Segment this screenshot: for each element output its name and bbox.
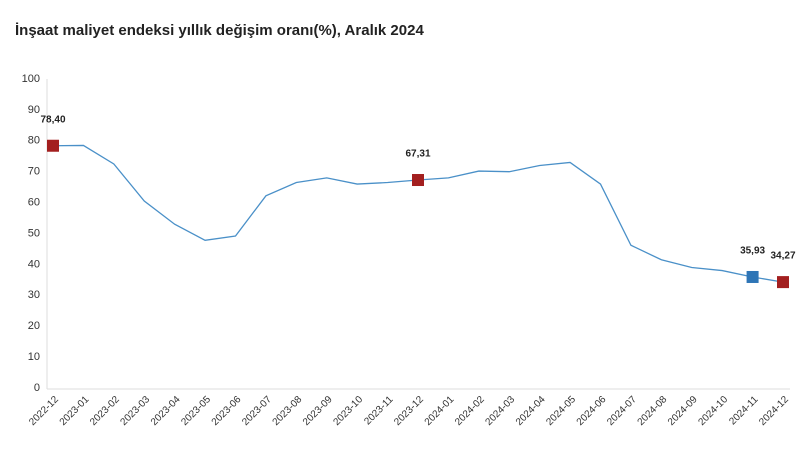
y-tick-label: 50 — [28, 227, 40, 239]
y-tick-label: 70 — [28, 166, 40, 178]
value-label: 78,40 — [40, 114, 65, 125]
x-tick-label: 2023-09 — [301, 394, 335, 428]
y-tick-label: 90 — [28, 104, 40, 116]
y-tick-label: 40 — [28, 258, 40, 270]
x-tick-label: 2024-10 — [696, 394, 730, 428]
y-tick-label: 60 — [28, 197, 40, 209]
x-tick-label: 2024-04 — [514, 394, 548, 428]
x-tick-label: 2024-12 — [757, 394, 791, 428]
marker — [746, 270, 759, 283]
x-tick-label: 2024-02 — [453, 394, 487, 428]
x-tick-label: 2023-12 — [392, 394, 426, 428]
x-tick-label: 2024-06 — [575, 394, 609, 428]
x-tick-label: 2024-03 — [484, 394, 518, 428]
x-tick-label: 2023-08 — [271, 394, 305, 428]
y-tick-label: 10 — [28, 351, 40, 363]
y-tick-label: 20 — [28, 320, 40, 332]
value-label: 67,31 — [405, 149, 430, 160]
x-tick-label: 2023-04 — [149, 394, 183, 428]
chart-title: İnşaat maliyet endeksi yıllık değişim or… — [15, 22, 424, 39]
x-tick-label: 2023-11 — [362, 394, 396, 428]
x-tick-label: 2023-02 — [88, 394, 122, 428]
marker — [412, 174, 424, 187]
x-tick-label: 2024-08 — [636, 394, 670, 428]
value-label: 35,93 — [740, 246, 765, 257]
x-tick-label: 2023-06 — [210, 394, 244, 428]
x-tick-label: 2024-09 — [666, 394, 700, 428]
x-tick-label: 2023-03 — [119, 394, 153, 428]
x-tick-label: 2024-05 — [544, 394, 578, 428]
value-label: 34,27 — [770, 251, 795, 262]
x-tick-label: 2024-07 — [605, 394, 639, 428]
x-tick-label: 2024-01 — [423, 394, 457, 428]
x-tick-label: 2023-10 — [331, 394, 365, 428]
marker — [47, 139, 59, 152]
marker — [777, 276, 789, 289]
x-tick-label: 2023-05 — [179, 394, 213, 428]
y-tick-label: 100 — [22, 73, 40, 85]
x-tick-label: 2024-11 — [727, 394, 761, 428]
x-tick-label: 2022-12 — [27, 394, 61, 428]
y-tick-label: 30 — [28, 289, 40, 301]
x-tick-label: 2023-01 — [58, 394, 92, 428]
y-tick-label: 0 — [34, 382, 40, 394]
data-line — [52, 144, 784, 283]
x-tick-label: 2023-07 — [240, 394, 274, 428]
y-tick-label: 80 — [28, 135, 40, 147]
